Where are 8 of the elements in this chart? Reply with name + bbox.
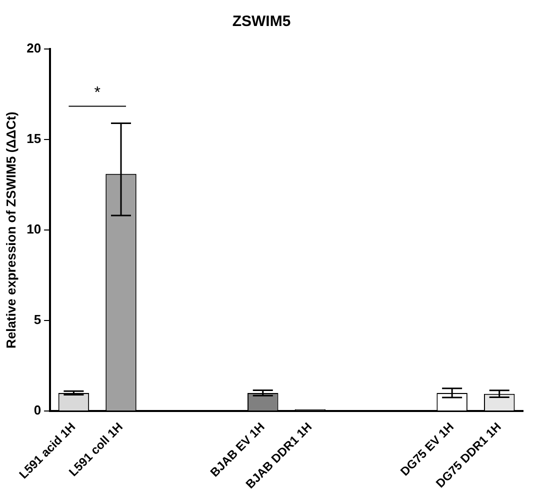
annotation: * (94, 84, 100, 102)
y-tick-label: 10 (26, 222, 42, 237)
y-axis-title: Relative expression of ZSWIM5 (ΔΔCt) (3, 112, 18, 348)
y-tick-label: 20 (26, 40, 42, 56)
y-tick-label: 0 (34, 402, 42, 418)
y-tick-label: 15 (26, 131, 42, 146)
y-tick-label: 5 (34, 312, 42, 328)
chart-title: ZSWIM5 (232, 13, 291, 30)
